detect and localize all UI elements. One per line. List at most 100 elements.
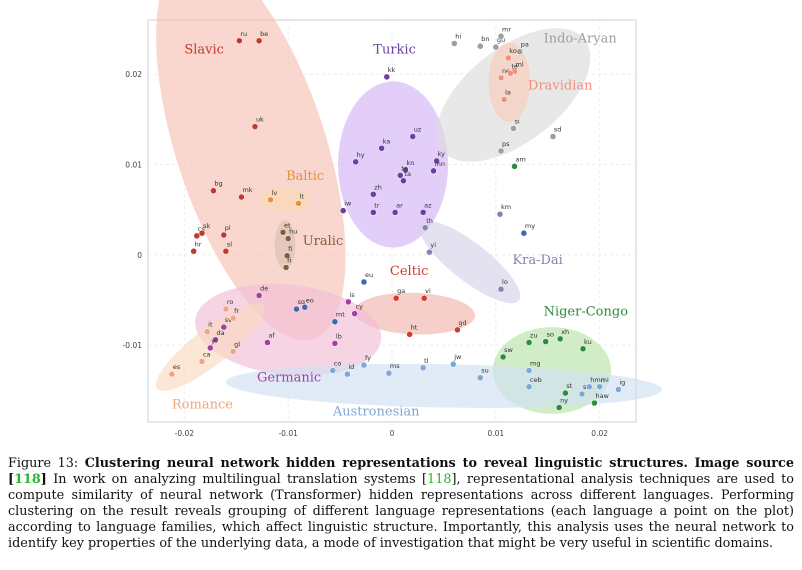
data-point — [391, 209, 399, 216]
data-point — [344, 370, 351, 378]
data-point — [168, 370, 176, 378]
data-point — [198, 358, 206, 365]
point-label: cs — [198, 225, 206, 233]
point-label: sl — [227, 240, 232, 248]
point-label: gl — [234, 341, 240, 349]
data-point — [203, 328, 211, 335]
point-label: yi — [211, 337, 217, 345]
point-label: ig — [619, 378, 625, 386]
point-label: tl — [424, 357, 429, 365]
data-point — [430, 167, 437, 175]
point-label: ky — [438, 150, 446, 158]
data-point — [352, 158, 359, 166]
data-point — [198, 229, 206, 237]
point-label: sv — [225, 316, 232, 324]
point-label: cy — [356, 303, 364, 311]
cluster-ellipse — [338, 81, 449, 248]
data-point — [615, 386, 622, 393]
point-label: is — [349, 291, 355, 299]
data-point — [525, 367, 533, 374]
point-label: te — [511, 62, 518, 70]
point-label: lo — [502, 278, 508, 286]
point-label: gu — [497, 36, 505, 44]
data-point — [451, 40, 458, 47]
x-tick-label: 0.02 — [591, 429, 608, 438]
point-label: ne — [502, 67, 510, 75]
data-point — [578, 390, 586, 398]
data-point — [220, 231, 228, 239]
point-label: az — [424, 201, 432, 209]
x-tick-label: -0.01 — [278, 429, 298, 438]
data-point — [556, 335, 564, 343]
data-point — [392, 294, 400, 302]
data-point — [497, 285, 505, 293]
data-point — [406, 331, 413, 338]
point-label: ru — [240, 30, 247, 38]
point-label: iw — [344, 200, 352, 208]
point-label: yi — [430, 241, 436, 249]
data-point — [220, 323, 228, 331]
point-label: ht — [411, 323, 418, 331]
data-point — [477, 42, 484, 50]
point-label: ca — [203, 350, 211, 358]
caption-body-part1: In work on analyzing multilingual transl… — [53, 472, 428, 487]
data-point — [222, 305, 230, 313]
data-point — [255, 37, 263, 45]
caption-ref[interactable]: 118 — [427, 472, 452, 487]
point-label: ar — [396, 201, 403, 209]
point-label: sd — [554, 126, 562, 134]
point-label: xh — [561, 328, 569, 336]
data-point — [507, 70, 514, 77]
x-tick-label: -0.02 — [175, 429, 195, 438]
data-point — [360, 278, 368, 286]
data-point — [301, 304, 309, 311]
cluster-labels: Slavic Turkic Indo-Aryan Dravidian Baltic Ura… — [172, 32, 628, 420]
cluster-label: Turkic — [373, 42, 416, 57]
data-point — [591, 399, 598, 407]
point-label: ro — [227, 298, 234, 306]
point-label: ms — [390, 362, 400, 370]
data-point — [497, 74, 505, 82]
data-point — [520, 229, 528, 237]
figure-title: Clustering neural network hidden represe… — [84, 456, 688, 471]
data-point — [212, 336, 219, 344]
point-label: hu — [289, 228, 297, 236]
point-label: fi — [288, 245, 292, 253]
data-point — [426, 248, 433, 256]
data-point — [207, 344, 214, 352]
cluster-ellipse — [488, 42, 531, 123]
data-point — [378, 145, 385, 152]
point-label: fi — [287, 257, 291, 265]
data-point — [193, 232, 201, 240]
point-label: co — [334, 360, 342, 368]
data-point — [419, 209, 427, 216]
point-label: ml — [516, 60, 524, 68]
point-label: ceb — [530, 376, 542, 384]
cluster-label: Indo-Aryan — [544, 32, 618, 47]
image-source-label: Image source — [694, 456, 794, 471]
point-label: ga — [397, 287, 405, 295]
figure-label: Figure 13: — [8, 456, 79, 471]
data-point — [255, 292, 263, 299]
data-point — [505, 54, 512, 62]
point-label: gd — [458, 319, 466, 327]
y-tick-label: 0 — [137, 251, 142, 260]
image-source-ref[interactable]: 118 — [14, 472, 41, 487]
point-label: lv — [272, 189, 278, 197]
point-label: th — [426, 217, 433, 225]
point-label: mr — [502, 25, 511, 33]
point-label: my — [525, 222, 535, 230]
data-point — [229, 348, 237, 355]
point-label: mi — [601, 376, 609, 384]
data-point — [282, 264, 290, 271]
point-label: km — [501, 203, 511, 211]
point-label: pa — [521, 41, 529, 49]
data-point — [236, 37, 243, 45]
point-label: fr — [234, 307, 239, 315]
point-label: eo — [306, 296, 314, 304]
cluster-label: Niger-Congo — [544, 304, 629, 319]
data-point — [331, 318, 339, 325]
cluster-label: Slavic — [184, 42, 224, 57]
